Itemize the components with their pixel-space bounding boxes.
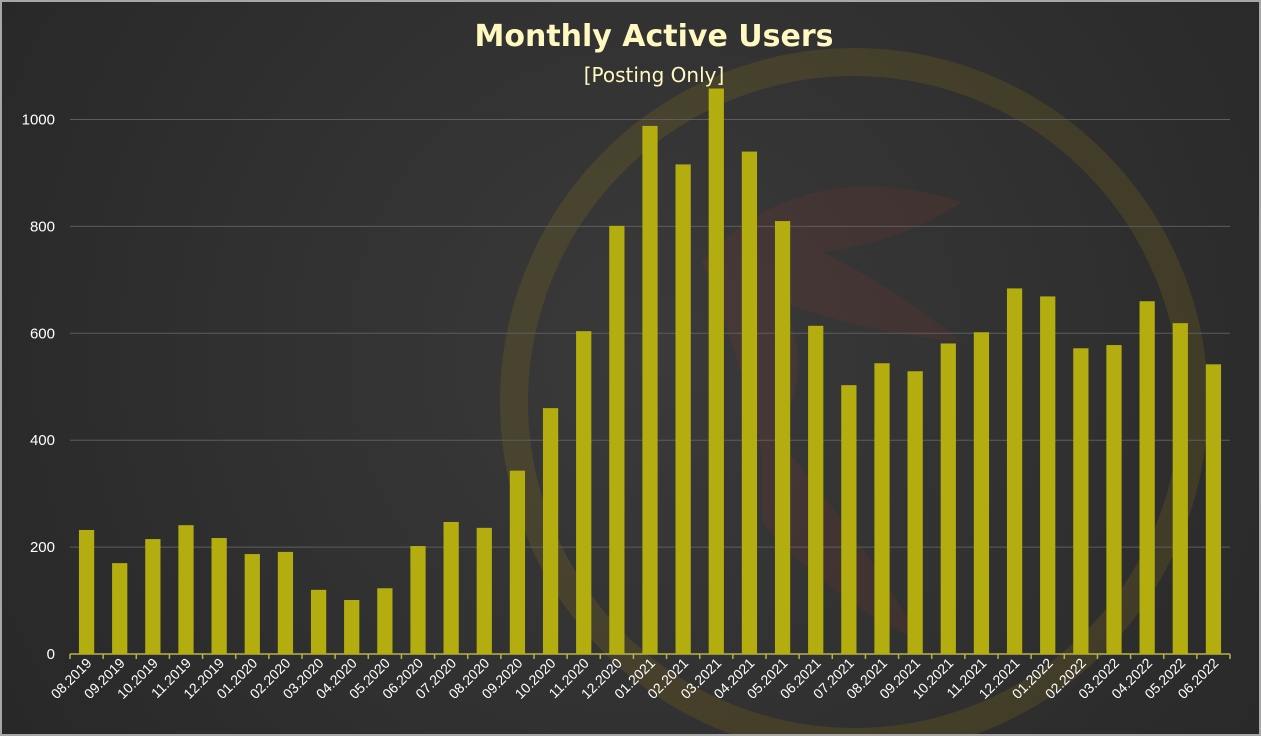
bar — [808, 325, 824, 654]
bar — [178, 525, 194, 654]
bars — [78, 88, 1222, 655]
y-tick-labels: 0 200 400 600 800 1000 — [22, 112, 55, 664]
bar — [1106, 345, 1122, 654]
y-tick-label: 600 — [30, 325, 55, 342]
bar — [211, 538, 227, 654]
bar — [1073, 348, 1089, 654]
bar — [377, 588, 393, 654]
bar — [277, 551, 294, 654]
bar — [841, 385, 857, 654]
chart-subtitle: [Posting Only] — [584, 63, 725, 87]
bar — [112, 563, 128, 654]
bar — [708, 88, 724, 654]
y-tick-label: 800 — [30, 218, 55, 235]
bar — [310, 589, 327, 654]
bar — [1172, 323, 1188, 654]
chart-title: Monthly Active Users — [475, 19, 834, 54]
bar — [907, 371, 923, 654]
bar — [675, 164, 691, 654]
bar — [973, 332, 990, 654]
bar — [774, 221, 791, 654]
bar — [609, 225, 625, 655]
bar — [576, 331, 592, 654]
y-tick-label: 400 — [30, 432, 55, 449]
bar — [1006, 288, 1023, 654]
bar — [344, 600, 360, 654]
bar — [874, 363, 890, 654]
bar — [1139, 301, 1155, 654]
bar — [940, 343, 956, 654]
bar — [741, 151, 758, 654]
y-tick-label: 1000 — [22, 112, 55, 129]
bar — [78, 529, 95, 654]
bar — [244, 554, 260, 654]
bar — [542, 408, 559, 654]
bar — [145, 539, 161, 654]
bar — [410, 546, 426, 654]
bar — [509, 470, 526, 654]
y-tick-label: 0 — [47, 646, 55, 663]
bar — [1040, 296, 1056, 654]
bar — [476, 527, 492, 654]
y-tick-label: 200 — [30, 539, 55, 556]
bar — [443, 521, 459, 654]
bar — [642, 125, 658, 654]
bar — [1205, 364, 1222, 654]
